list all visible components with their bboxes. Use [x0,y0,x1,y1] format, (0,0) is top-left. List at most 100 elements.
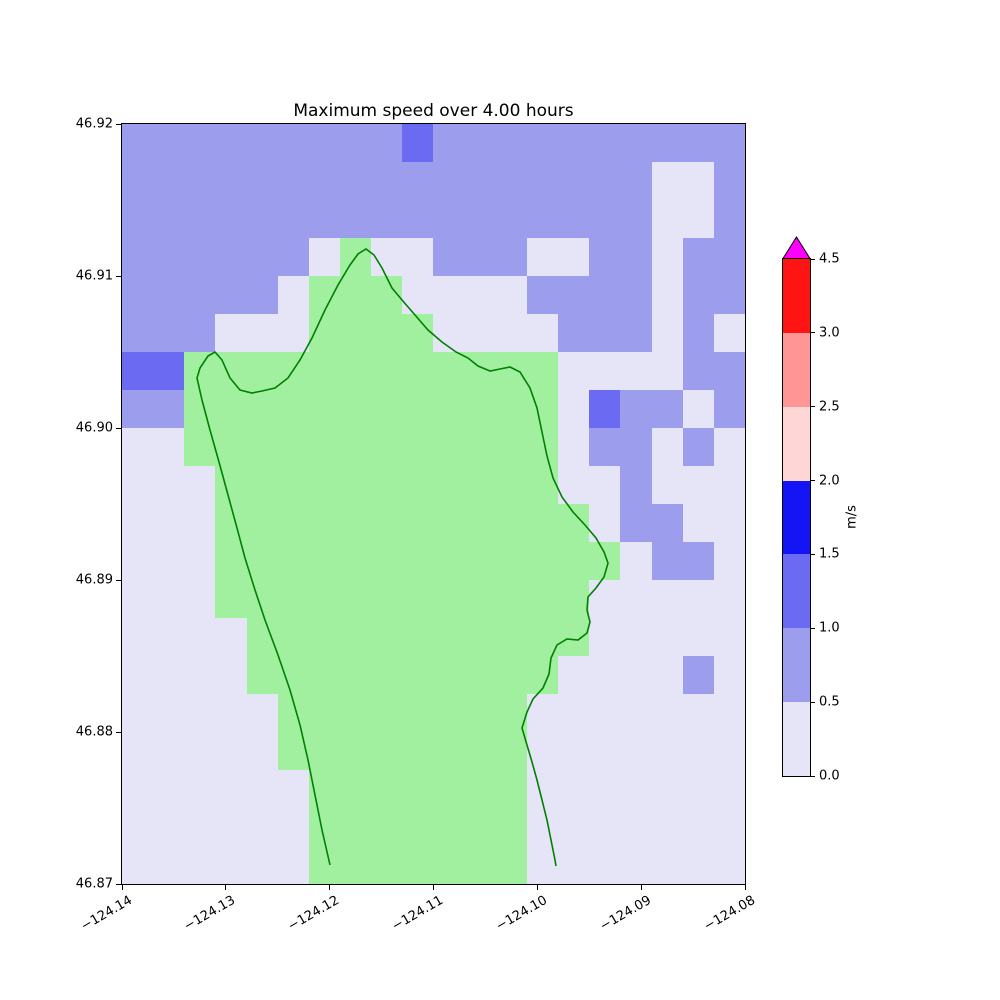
heatmap-cell [464,200,496,238]
heatmap-cell [308,504,341,542]
heatmap-cell [184,200,216,238]
heatmap-cell [277,276,309,314]
heatmap-cell [153,428,185,466]
heatmap-cell [526,504,559,542]
heatmap-cell [402,694,434,732]
heatmap-cell [122,466,154,504]
heatmap-cell [184,694,216,732]
heatmap-cell [246,732,278,770]
heatmap-cell [277,162,309,200]
heatmap-cell [277,238,309,276]
heatmap-cell [464,428,496,466]
heatmap-cell [371,808,403,846]
heatmap-cell [433,770,465,808]
heatmap-cell [215,200,247,238]
heatmap-cell [526,314,559,352]
colorbar-tick-mark [811,775,815,777]
heatmap-cell [122,314,154,352]
heatmap-cell [433,694,465,732]
heatmap-cell [215,770,247,808]
colorbar-segment [783,480,810,555]
heatmap-grid [122,124,745,884]
x-tick-label: −124.14 [78,893,135,935]
heatmap-cell [682,162,714,200]
colorbar-segment [783,406,810,481]
heatmap-cell [651,466,683,504]
heatmap-cell [184,390,216,428]
heatmap-cell [682,846,714,884]
heatmap-cell [277,428,309,466]
heatmap-cell [558,352,590,390]
heatmap-cell [184,808,216,846]
heatmap-cell [682,808,714,846]
heatmap-cell [308,732,341,770]
x-tick-mark [640,885,642,890]
heatmap-cell [620,732,652,770]
heatmap-cell [371,770,403,808]
colorbar-tick-mark [811,701,815,703]
colorbar-segment [783,554,810,629]
colorbar-tick-mark [811,332,815,334]
colorbar-tick-mark [811,553,815,555]
heatmap-cell [340,200,372,238]
heatmap-cell [713,808,745,846]
heatmap-cell [433,200,465,238]
heatmap-cell [246,618,278,656]
heatmap-cell [308,466,341,504]
heatmap-cell [495,314,527,352]
heatmap-cell [526,618,559,656]
heatmap-cell [558,656,590,694]
heatmap-cell [495,542,527,580]
heatmap-cell [589,808,621,846]
heatmap-cell [558,238,590,276]
heatmap-cell [340,428,372,466]
heatmap-cell [682,314,714,352]
heatmap-cell [651,352,683,390]
heatmap-cell [651,428,683,466]
heatmap-cell [277,504,309,542]
x-tick-label: −124.12 [285,893,343,935]
heatmap-cell [184,846,216,884]
heatmap-cell [340,694,372,732]
heatmap-cell [713,200,745,238]
heatmap-cell [464,808,496,846]
heatmap-cell [371,390,403,428]
heatmap-cell [153,238,185,276]
heatmap-cell [184,542,216,580]
y-tick-label: 46.89 [75,572,113,588]
heatmap-cell [620,124,652,162]
heatmap-cell [713,656,745,694]
colorbar-tick-label: 1.0 [819,620,840,636]
heatmap-cell [651,276,683,314]
heatmap-cell [526,808,559,846]
heatmap-cell [464,580,496,618]
heatmap-cell [308,694,341,732]
heatmap-cell [464,276,496,314]
heatmap-cell [122,732,154,770]
heatmap-cell [122,428,154,466]
heatmap-cell [122,770,154,808]
heatmap-cell [589,238,621,276]
heatmap-cell [713,238,745,276]
heatmap-cell [340,656,372,694]
heatmap-cell [526,238,559,276]
heatmap-cell [122,200,154,238]
heatmap-cell [558,162,590,200]
heatmap-cell [713,390,745,428]
heatmap-cell [184,618,216,656]
x-tick-mark [121,885,123,890]
heatmap-cell [589,162,621,200]
heatmap-cell [340,732,372,770]
y-tick-label: 46.88 [75,724,113,740]
heatmap-cell [153,580,185,618]
x-tick-mark [536,885,538,890]
heatmap-cell [620,390,652,428]
colorbar-tick-label: 2.5 [819,399,840,415]
heatmap-cell [215,314,247,352]
heatmap-cell [184,276,216,314]
heatmap-cell [495,466,527,504]
heatmap-cell [340,580,372,618]
heatmap-cell [215,276,247,314]
heatmap-cell [277,656,309,694]
heatmap-cell [495,846,527,884]
